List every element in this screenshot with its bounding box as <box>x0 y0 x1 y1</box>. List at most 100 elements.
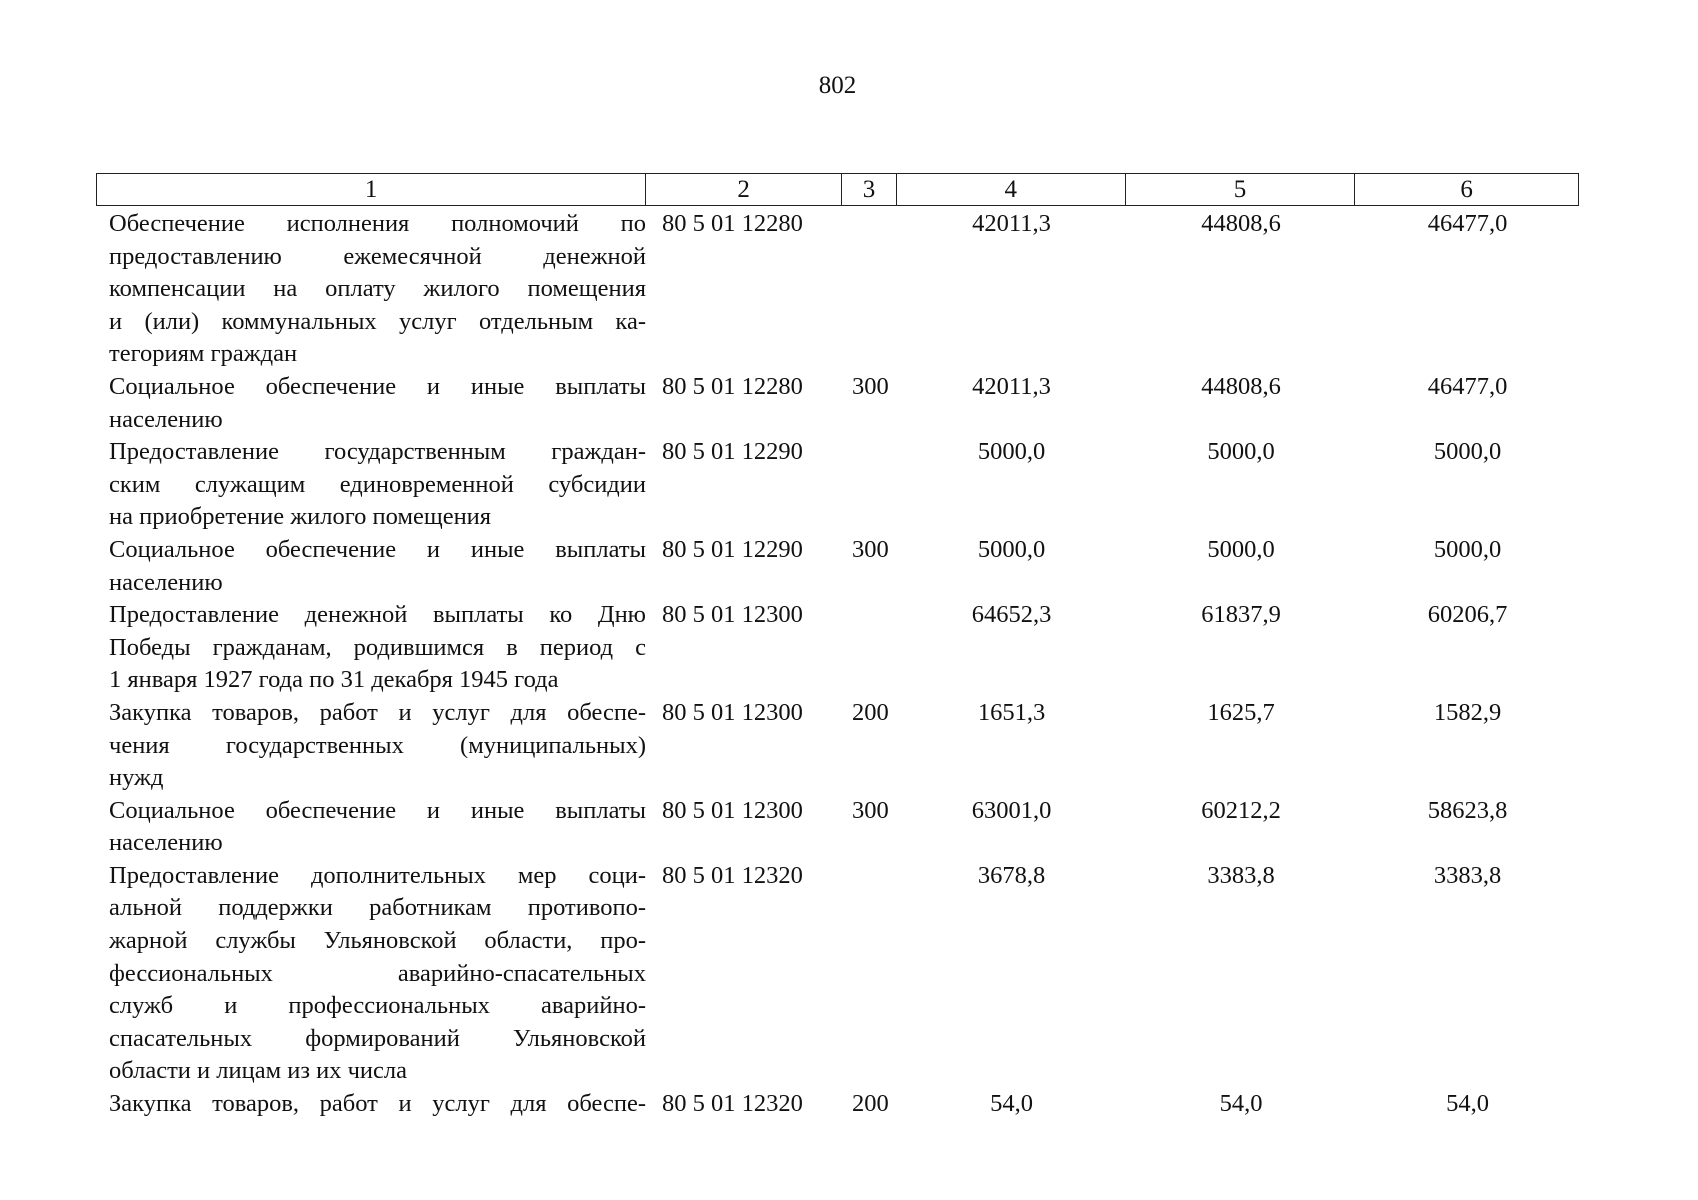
row-value-6: 58623,8 <box>1427 796 1508 824</box>
row-type <box>842 860 897 1088</box>
row-value-4: 3678,8 <box>977 861 1046 889</box>
description-line: предоставлению ежемесячной денежной <box>109 242 646 270</box>
description-line: чения государственных (муниципальных) <box>109 731 646 759</box>
row-description: Предоставление денежной выплаты ко Дню По… <box>96 599 646 697</box>
row-type: 300 <box>852 535 889 563</box>
table-row: Предоставление дополнительных мер соци-а… <box>96 860 1579 1088</box>
row-value-4: 64652,3 <box>971 601 1052 629</box>
description-line: Закупка товаров, работ и услуг для обесп… <box>109 698 646 726</box>
description-line: на приобретение жилого помещения <box>109 503 492 531</box>
row-description: Социальное обеспечение и иные выплаты нас… <box>96 795 646 860</box>
row-value-6: 5000,0 <box>1433 438 1502 466</box>
table-row: Предоставление государственным граждан-с… <box>96 436 1579 534</box>
row-code: 80 5 01 12280 <box>662 210 803 237</box>
row-description: Социальное обеспечение и иные выплаты нас… <box>96 371 646 436</box>
row-value-4: 1651,3 <box>977 698 1046 726</box>
row-code: 80 5 01 12300 <box>662 698 803 726</box>
description-line: 1 января 1927 года по 31 декабря 1945 го… <box>109 666 559 694</box>
description-line: Социальное обеспечение и иные выплаты <box>109 796 646 824</box>
row-type: 200 <box>852 698 889 726</box>
row-value-5: 5000,0 <box>1207 535 1275 563</box>
row-code: 80 5 01 12290 <box>662 438 803 466</box>
description-line: Социальное обеспечение и иные выплаты <box>109 372 646 400</box>
table-row: Закупка товаров, работ и услуг для обесп… <box>96 697 1579 795</box>
row-description: Закупка товаров, работ и услуг для обесп… <box>96 1088 646 1121</box>
header-col-3: 3 <box>842 174 897 205</box>
header-col-6: 6 <box>1460 176 1473 203</box>
row-type <box>842 208 897 371</box>
row-value-6: 46477,0 <box>1427 210 1508 237</box>
row-value-6: 46477,0 <box>1427 372 1508 400</box>
row-value-5: 60212,2 <box>1201 796 1281 824</box>
row-code: 80 5 01 12300 <box>662 601 803 629</box>
description-line: жарной службы Ульяновской области, про- <box>109 927 646 955</box>
row-value-6: 60206,7 <box>1427 601 1508 629</box>
description-line: нужд <box>109 764 164 792</box>
row-value-5: 44808,6 <box>1201 210 1281 237</box>
row-code: 80 5 01 12290 <box>662 535 803 563</box>
row-type: 200 <box>852 1090 889 1118</box>
row-type: 300 <box>852 796 889 824</box>
table-row: Обеспечение исполнения полномочий по пред… <box>96 208 1579 371</box>
row-value-6: 5000,0 <box>1433 535 1502 563</box>
row-type <box>842 436 897 534</box>
row-code: 80 5 01 12320 <box>662 1090 803 1118</box>
table-body: Обеспечение исполнения полномочий по пред… <box>96 208 1579 1121</box>
row-value-4: 5000,0 <box>977 535 1046 563</box>
row-description: Предоставление государственным граждан-с… <box>96 436 646 534</box>
row-value-5: 54,0 <box>1219 1090 1263 1118</box>
row-description: Закупка товаров, работ и услуг для обесп… <box>96 697 646 795</box>
description-line: спасательных формирований Ульяновской <box>109 1024 646 1052</box>
description-line: населению <box>109 568 223 596</box>
description-line: и (или) коммунальных услуг отдельным ка- <box>109 307 646 335</box>
row-value-4: 5000,0 <box>977 438 1046 466</box>
table-row: Социальное обеспечение и иные выплаты нас… <box>96 371 1579 436</box>
row-code: 80 5 01 12280 <box>662 372 803 400</box>
header-col-4: 4 <box>897 174 1126 205</box>
row-value-5: 5000,0 <box>1207 438 1275 466</box>
row-value-5: 3383,8 <box>1207 861 1275 889</box>
description-line: Закупка товаров, работ и услуг для обесп… <box>109 1090 646 1118</box>
row-value-4: 42011,3 <box>972 372 1051 400</box>
description-line: Предоставление государственным граждан- <box>109 438 646 466</box>
description-line: Обеспечение исполнения полномочий по <box>109 210 646 237</box>
row-description: Предоставление дополнительных мер соци-а… <box>96 860 646 1088</box>
description-line: населению <box>109 829 223 857</box>
header-col-2: 2 <box>646 174 842 205</box>
row-code: 80 5 01 12320 <box>662 861 803 889</box>
row-type: 300 <box>852 372 889 400</box>
row-value-5: 61837,9 <box>1201 601 1281 629</box>
row-value-6: 1582,9 <box>1433 698 1502 726</box>
table-header: 1 2 3 4 5 6 <box>96 173 1579 206</box>
description-line: Предоставление дополнительных мер соци- <box>109 861 646 889</box>
row-value-5: 1625,7 <box>1207 698 1275 726</box>
description-line: тегориям граждан <box>109 340 298 368</box>
description-line: компенсации на оплату жилого помещения <box>109 275 646 303</box>
description-line: фессиональных аварийно-спасательных <box>109 959 646 987</box>
row-value-4: 54,0 <box>990 1090 1033 1118</box>
header-col-5: 5 <box>1126 174 1356 205</box>
row-value-6: 3383,8 <box>1433 861 1502 889</box>
row-value-4: 63001,0 <box>971 796 1052 824</box>
row-description: Социальное обеспечение и иные выплаты нас… <box>96 534 646 599</box>
table-row: Предоставление денежной выплаты ко Дню По… <box>96 599 1579 697</box>
page-number: 802 <box>818 72 857 99</box>
table-row: Социальное обеспечение и иные выплаты нас… <box>96 795 1579 860</box>
description-line: Победы гражданам, родившимся в период с <box>109 633 646 661</box>
description-line: ским служащим единовременной субсидии <box>109 470 646 498</box>
description-line: Предоставление денежной выплаты ко Дню <box>109 601 646 629</box>
row-value-4: 42011,3 <box>972 210 1051 237</box>
description-line: альной поддержки работникам противопо- <box>109 894 646 922</box>
row-value-5: 44808,6 <box>1201 372 1281 400</box>
description-line: населению <box>109 405 223 433</box>
description-line: области и лицам из их числа <box>109 1057 408 1085</box>
row-type <box>842 599 897 697</box>
row-value-6: 54,0 <box>1446 1090 1489 1118</box>
table-row: Закупка товаров, работ и услуг для обесп… <box>96 1088 1579 1121</box>
row-code: 80 5 01 12300 <box>662 796 803 824</box>
table-row: Социальное обеспечение и иные выплаты нас… <box>96 534 1579 599</box>
header-col-1: 1 <box>97 174 647 205</box>
row-description: Обеспечение исполнения полномочий по пред… <box>96 208 646 371</box>
description-line: служб и профессиональных аварийно- <box>109 992 646 1020</box>
description-line: Социальное обеспечение и иные выплаты <box>109 535 646 563</box>
